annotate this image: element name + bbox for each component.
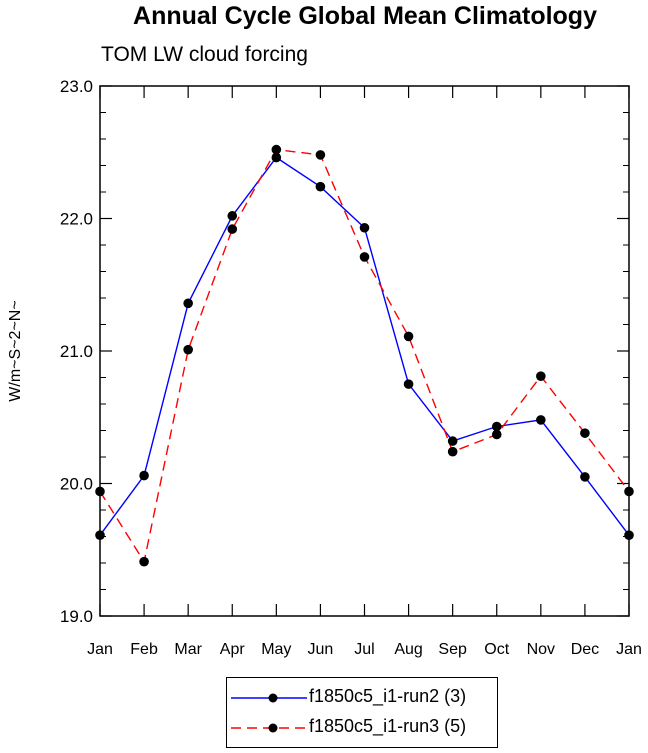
legend-item-run2: f1850c5_i1-run2 (3): [227, 683, 497, 713]
data-point-series-2: [536, 371, 546, 381]
x-tick-label: Jan: [616, 641, 642, 658]
data-point-series-1: [447, 436, 458, 446]
legend-item-run3: f1850c5_i1-run3 (5): [227, 713, 497, 743]
chart-title: Annual Cycle Global Mean Climatology: [133, 2, 597, 30]
legend-swatch-run3: [231, 723, 307, 733]
series-line-2: [99, 148, 630, 564]
legend-label-run3: f1850c5_i1-run3 (5): [309, 716, 467, 736]
line-chart: 19.020.021.022.023.0 Jan Feb Mar Apr May Jun J…: [7, 77, 642, 658]
x-tick-label: Jul: [354, 641, 374, 658]
y-tick-label: 22.0: [60, 210, 93, 229]
data-point-series-1: [183, 298, 193, 309]
data-point-series-2: [359, 252, 370, 262]
y-tick-label: 23.0: [60, 77, 93, 96]
x-tick-label: Oct: [484, 641, 509, 658]
data-point-series-1: [403, 379, 414, 389]
legend: f1850c5_i1-run2 (3) f1850c5_i1-run3 (5): [226, 677, 498, 748]
data-point-series-1: [359, 222, 370, 233]
data-point-series-2: [139, 556, 149, 567]
data-point-series-2: [315, 150, 326, 160]
data-point-series-1: [580, 472, 590, 482]
y-tick-labels: 19.0 20.0 21.0 22.0 23.0: [60, 77, 93, 626]
series-layer: [95, 144, 634, 567]
data-point-series-2: [271, 144, 282, 155]
plot-frame: [99, 85, 630, 617]
data-point-series-1: [139, 470, 149, 481]
data-point-series-2: [491, 429, 502, 440]
y-tick-label: 21.0: [60, 342, 93, 361]
y-tick-label: 19.0: [60, 607, 93, 626]
x-tick-label: Jan: [87, 641, 113, 658]
data-point-series-1: [227, 211, 238, 221]
data-point-series-1: [315, 181, 326, 192]
major-ticks: [99, 85, 630, 617]
x-tick-label: Aug: [394, 641, 422, 658]
data-point-series-1: [491, 421, 502, 432]
y-tick-label: 20.0: [60, 475, 93, 494]
series-line-1: [99, 156, 630, 536]
x-tick-label: Nov: [527, 641, 555, 658]
legend-swatch-run2: [231, 693, 307, 703]
minor-ticks: [100, 85, 629, 617]
x-tick-label: Mar: [174, 641, 202, 658]
data-point-series-2: [403, 331, 414, 342]
x-tick-label: Feb: [130, 641, 158, 658]
x-tick-labels: Jan Feb Mar Apr May Jun Jul Aug Sep Oct Nov Dec Jan: [87, 641, 642, 658]
x-tick-label: Apr: [220, 641, 246, 658]
data-point-series-2: [447, 446, 458, 457]
legend-label-run2: f1850c5_i1-run2 (3): [309, 686, 467, 706]
x-tick-label: Dec: [571, 641, 599, 658]
data-point-series-2: [580, 428, 590, 438]
chart-subtitle: TOM LW cloud forcing: [101, 43, 308, 66]
y-axis-label: W/m~S~2~N~: [7, 300, 24, 401]
x-tick-label: May: [261, 641, 291, 658]
data-point-series-1: [271, 152, 282, 163]
x-tick-label: Sep: [438, 641, 467, 658]
data-point-series-2: [227, 224, 238, 234]
x-tick-label: Jun: [308, 641, 334, 658]
data-point-series-2: [183, 344, 193, 355]
data-point-series-1: [536, 415, 546, 425]
